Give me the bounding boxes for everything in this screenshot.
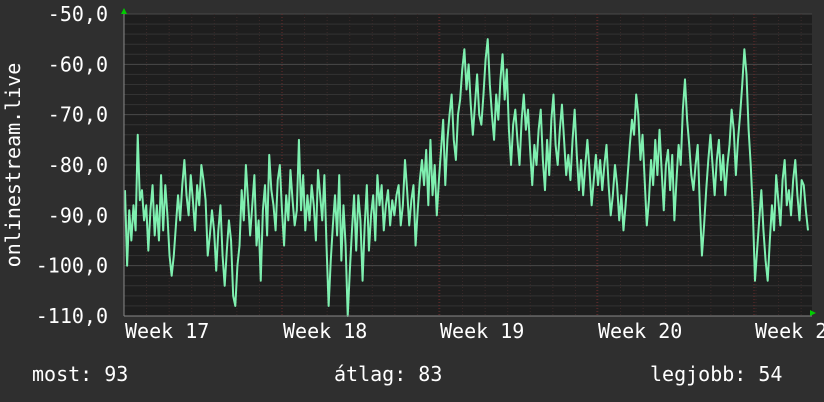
y-tick-label: -110,0 xyxy=(36,304,108,328)
y-tick-label: -70,0 xyxy=(48,103,108,127)
y-tick-label: -60,0 xyxy=(48,52,108,76)
y-axis-label: onlinestream.live xyxy=(1,63,25,268)
y-axis-arrow-icon xyxy=(121,8,127,14)
x-tick-label: Week 18 xyxy=(283,319,367,343)
x-axis-arrow-icon xyxy=(810,310,816,316)
series-line xyxy=(124,38,809,317)
x-tick-label: Week 2 xyxy=(755,319,824,343)
y-tick-labels: -50,0 -60,0 -70,0 -80,0 -90,0 -100,0 -110,0 xyxy=(36,2,108,328)
x-tick-labels: Week 17 Week 18 Week 19 Week 20 Week 2 xyxy=(125,319,824,343)
average-value: átlag: 83 xyxy=(334,362,443,386)
best-value: legjobb: 54 xyxy=(650,362,783,386)
y-tick-label: -50,0 xyxy=(48,2,108,26)
y-tick-label: -100,0 xyxy=(36,254,108,278)
x-tick-label: Week 20 xyxy=(598,319,682,343)
now-value: most: 93 xyxy=(32,362,129,386)
x-tick-label: Week 19 xyxy=(440,319,524,343)
signal-chart: -50,0 -60,0 -70,0 -80,0 -90,0 -100,0 -110,0 We… xyxy=(1,2,824,343)
x-tick-label: Week 17 xyxy=(125,319,209,343)
y-tick-label: -90,0 xyxy=(48,203,108,227)
y-tick-label: -80,0 xyxy=(48,153,108,177)
